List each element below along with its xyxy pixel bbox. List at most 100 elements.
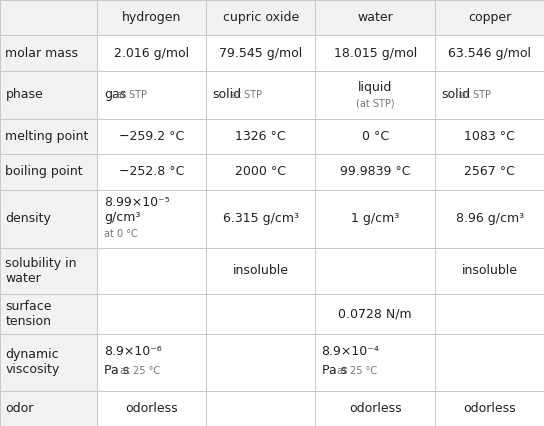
Text: 1 g/cm³: 1 g/cm³ <box>351 212 399 225</box>
Bar <box>435 391 544 426</box>
Bar <box>315 119 435 154</box>
Bar <box>206 334 315 391</box>
Bar <box>206 154 315 190</box>
Text: phase: phase <box>5 88 43 101</box>
Text: at STP: at STP <box>231 90 262 100</box>
Text: solubility in
water: solubility in water <box>5 257 77 285</box>
Bar <box>0 71 97 119</box>
Bar <box>206 119 315 154</box>
Bar <box>206 294 315 334</box>
Text: 99.9839 °C: 99.9839 °C <box>340 165 410 178</box>
Bar <box>206 0 315 35</box>
Text: Pa s: Pa s <box>322 364 347 377</box>
Bar <box>0 391 97 426</box>
Text: insoluble: insoluble <box>233 264 289 277</box>
Bar <box>0 190 97 248</box>
Text: g/cm³: g/cm³ <box>104 211 140 224</box>
Bar <box>0 119 97 154</box>
Text: −259.2 °C: −259.2 °C <box>119 130 184 143</box>
Bar <box>206 35 315 71</box>
Text: liquid: liquid <box>358 81 392 94</box>
Bar <box>97 334 206 391</box>
Bar <box>315 334 435 391</box>
Text: (at STP): (at STP) <box>356 98 394 108</box>
Bar <box>97 190 206 248</box>
Text: surface
tension: surface tension <box>5 300 52 328</box>
Bar <box>0 248 97 294</box>
Bar <box>97 35 206 71</box>
Bar <box>97 391 206 426</box>
Text: at STP: at STP <box>460 90 491 100</box>
Bar <box>435 154 544 190</box>
Bar <box>0 35 97 71</box>
Text: cupric oxide: cupric oxide <box>222 11 299 24</box>
Bar <box>0 0 97 35</box>
Bar <box>97 154 206 190</box>
Bar <box>315 35 435 71</box>
Text: odorless: odorless <box>463 402 516 415</box>
Bar <box>0 294 97 334</box>
Text: odor: odor <box>5 402 34 415</box>
Bar <box>315 248 435 294</box>
Bar <box>435 334 544 391</box>
Bar <box>315 71 435 119</box>
Text: Pa s: Pa s <box>104 364 129 377</box>
Text: solid: solid <box>442 88 471 101</box>
Bar <box>315 294 435 334</box>
Bar <box>435 71 544 119</box>
Text: at 25 °C: at 25 °C <box>120 366 160 376</box>
Text: dynamic
viscosity: dynamic viscosity <box>5 348 60 377</box>
Text: 63.546 g/mol: 63.546 g/mol <box>448 46 531 60</box>
Bar <box>206 190 315 248</box>
Text: water: water <box>357 11 393 24</box>
Text: odorless: odorless <box>349 402 401 415</box>
Text: insoluble: insoluble <box>462 264 517 277</box>
Bar <box>97 119 206 154</box>
Bar <box>97 71 206 119</box>
Text: at 25 °C: at 25 °C <box>337 366 378 376</box>
Text: 8.99×10⁻⁵: 8.99×10⁻⁵ <box>104 196 170 210</box>
Text: hydrogen: hydrogen <box>122 11 182 24</box>
Bar <box>0 334 97 391</box>
Bar <box>435 190 544 248</box>
Text: boiling point: boiling point <box>5 165 83 178</box>
Text: 8.96 g/cm³: 8.96 g/cm³ <box>455 212 524 225</box>
Text: 18.015 g/mol: 18.015 g/mol <box>333 46 417 60</box>
Text: 8.9×10⁻⁴: 8.9×10⁻⁴ <box>322 345 380 358</box>
Bar <box>315 0 435 35</box>
Text: at 0 °C: at 0 °C <box>104 230 138 239</box>
Bar <box>206 391 315 426</box>
Text: gas: gas <box>104 88 126 101</box>
Text: 1326 °C: 1326 °C <box>236 130 286 143</box>
Bar <box>206 248 315 294</box>
Bar <box>0 154 97 190</box>
Bar <box>97 0 206 35</box>
Text: 0.0728 N/m: 0.0728 N/m <box>338 308 412 320</box>
Bar <box>97 248 206 294</box>
Bar <box>315 190 435 248</box>
Bar <box>435 294 544 334</box>
Bar <box>315 154 435 190</box>
Bar <box>315 391 435 426</box>
Bar <box>97 294 206 334</box>
Text: −252.8 °C: −252.8 °C <box>119 165 184 178</box>
Text: 8.9×10⁻⁶: 8.9×10⁻⁶ <box>104 345 162 358</box>
Text: solid: solid <box>213 88 242 101</box>
Text: density: density <box>5 212 51 225</box>
Text: copper: copper <box>468 11 511 24</box>
Text: 0 °C: 0 °C <box>362 130 389 143</box>
Text: odorless: odorless <box>126 402 178 415</box>
Text: 2567 °C: 2567 °C <box>464 165 515 178</box>
Text: molar mass: molar mass <box>5 46 78 60</box>
Bar <box>435 248 544 294</box>
Bar <box>435 119 544 154</box>
Text: 1083 °C: 1083 °C <box>464 130 515 143</box>
Text: 2.016 g/mol: 2.016 g/mol <box>114 46 189 60</box>
Bar <box>206 71 315 119</box>
Text: 6.315 g/cm³: 6.315 g/cm³ <box>222 212 299 225</box>
Text: melting point: melting point <box>5 130 89 143</box>
Bar <box>435 35 544 71</box>
Bar <box>435 0 544 35</box>
Text: 79.545 g/mol: 79.545 g/mol <box>219 46 302 60</box>
Text: 2000 °C: 2000 °C <box>235 165 286 178</box>
